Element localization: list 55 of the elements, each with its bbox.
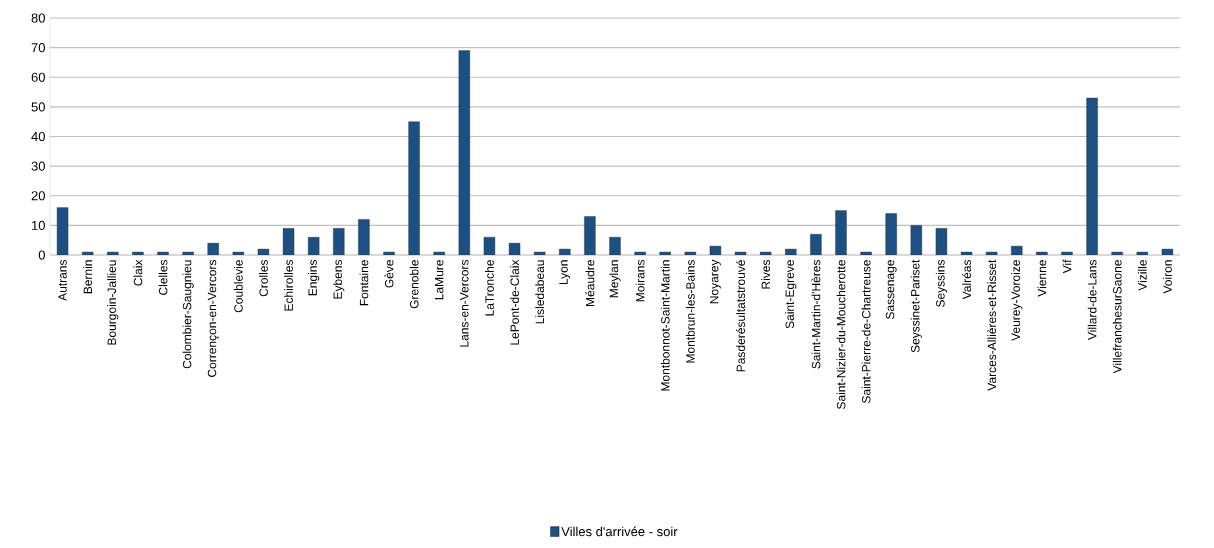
y-tick-label: 20 (31, 191, 45, 201)
y-tick-label: 0 (38, 250, 45, 260)
x-tick-label: Pasderésultatstrouvé (736, 260, 746, 372)
x-tick-label: Meylan (609, 260, 621, 298)
x-tick-label: Engins (308, 259, 320, 296)
x-tick-label: Bernin (83, 260, 93, 294)
x-tick-label: Saint-Martin-d'Hères (811, 259, 821, 369)
x-tick-label: Varces-Allières-et-Risset (987, 259, 997, 391)
x-tick-label: Montbrun-les-Bains (685, 259, 695, 363)
x-tick-label: Montbonnot-Saint-Martin (660, 260, 670, 391)
x-tick-label: Lans-en-Vercors (460, 259, 469, 347)
x-tick-label: Clelles (158, 259, 168, 295)
x-tick-label: Coublevie (233, 260, 243, 313)
x-tick-label: Vienne (1037, 260, 1047, 297)
y-tick-label: 10 (31, 220, 45, 230)
x-tick-label: LaTronche (485, 260, 494, 316)
x-tick-label: Voiron (1163, 260, 1172, 294)
x-tick-label: Saint-Egreve (785, 260, 797, 329)
x-tick-label: Saint-Nizier-du-Moucherotte (836, 260, 846, 410)
x-tick-label: Colombier-Saugnieu (182, 260, 194, 369)
y-tick-label: 70 (31, 43, 45, 53)
x-tick-label: Vif (1062, 259, 1072, 274)
x-tick-label: Lyon (559, 260, 571, 285)
x-tick-label: Eybens (333, 259, 345, 299)
x-tick-label: Villard-de-Lans (1087, 259, 1097, 340)
x-tick-label: Seyssins (935, 259, 948, 307)
y-tick-label: 40 (31, 131, 45, 142)
x-tick-label: LaMure (435, 260, 444, 300)
x-tick-label: Echirolles (284, 259, 293, 311)
x-tick-label: Saint-Pierre-de-Chartreuse (861, 260, 871, 404)
x-tick-label: Veurey-Voroize (1011, 260, 1023, 341)
y-tick-label: 50 (31, 102, 45, 112)
x-tick-label: Vizille (1137, 260, 1147, 291)
x-tick-label: Crolles (259, 259, 268, 297)
x-tick-label: VillefranchesurSaone (1112, 260, 1122, 374)
x-tick-label: Rives (761, 259, 771, 289)
x-tick-label: Seyssinet-Pariset (910, 259, 922, 353)
x-tick-label: Noyarey (710, 259, 721, 304)
y-tick-label: 80 (31, 13, 45, 23)
legend-label: Villes d'arrivée - soir (561, 526, 678, 537)
y-tick-label: 60 (31, 72, 45, 82)
x-tick-label: LePont-de-Claix (510, 259, 519, 345)
x-tick-label: Claix (133, 259, 143, 286)
x-tick-label: Sassenage (885, 260, 897, 320)
x-tick-label: Valréas (962, 259, 972, 300)
x-tick-label: Autrans (58, 259, 67, 301)
x-tick-label: Fontaine (359, 260, 369, 306)
y-tick-label: 30 (31, 161, 45, 171)
x-tick-label: Moirans (635, 259, 645, 302)
x-tick-label: Corrençon-en-Vercors (207, 259, 219, 377)
x-tick-label: Grenoble (409, 260, 419, 309)
x-tick-label: Bourgoin-Jallieu (107, 260, 119, 345)
x-tick-label: Méaudre (585, 260, 595, 306)
x-tick-label: Lisledabeau (535, 260, 545, 324)
x-tick-label: Gève (384, 260, 394, 288)
